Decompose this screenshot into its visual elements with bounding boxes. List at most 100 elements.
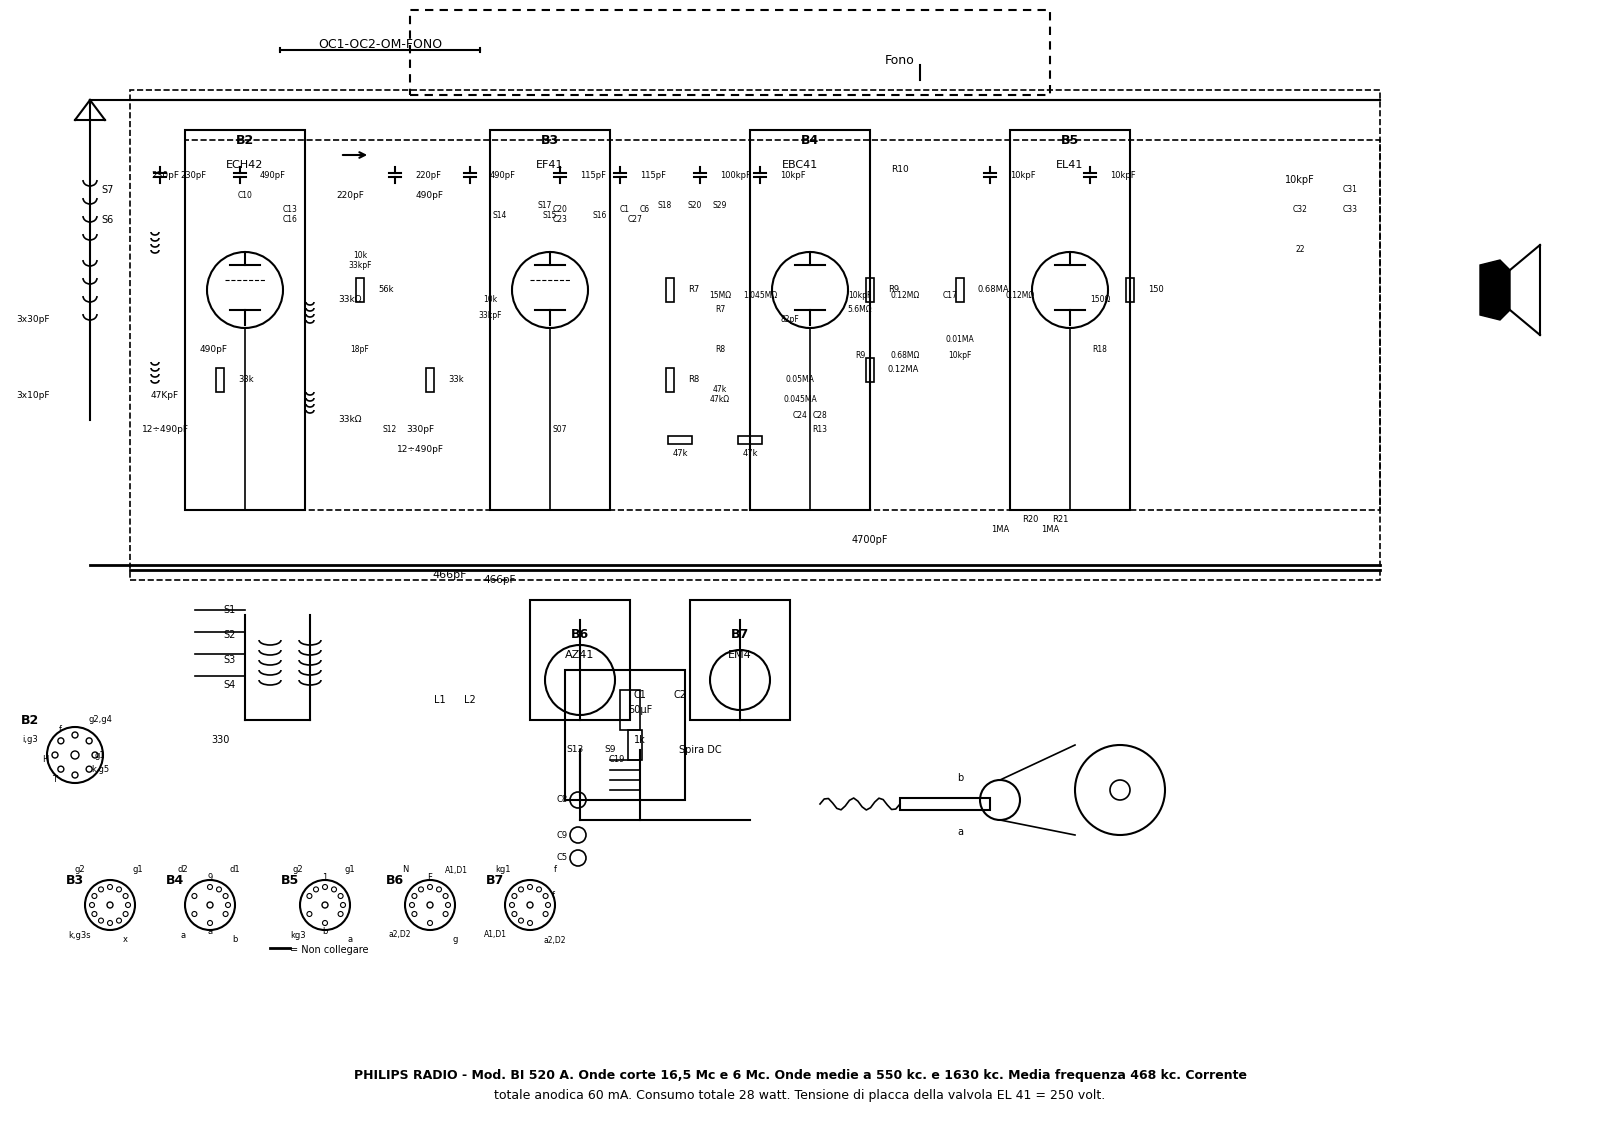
Bar: [866, 359, 874, 382]
Text: C17: C17: [942, 291, 957, 300]
Text: 1: 1: [322, 873, 328, 882]
Text: R20: R20: [1022, 516, 1038, 525]
Text: 3x10pF: 3x10pF: [16, 390, 50, 399]
Text: 10kpF: 10kpF: [1285, 175, 1315, 185]
Text: 33kpF: 33kpF: [349, 260, 371, 269]
Text: g2,g4: g2,g4: [88, 716, 112, 725]
Text: 1MA: 1MA: [990, 526, 1010, 535]
Text: 18pF: 18pF: [350, 345, 370, 354]
Text: k,g3s: k,g3s: [69, 931, 91, 940]
Text: C5: C5: [557, 854, 568, 863]
Text: g: g: [453, 935, 458, 944]
Text: H: H: [42, 756, 48, 765]
Text: C33: C33: [1342, 206, 1357, 215]
Text: 230pF: 230pF: [179, 171, 206, 180]
Bar: [1126, 278, 1134, 302]
Bar: [899, 798, 990, 810]
Text: 56k: 56k: [378, 285, 394, 294]
Bar: [490, 130, 610, 510]
Text: C20: C20: [552, 206, 568, 215]
Text: 4700pF: 4700pF: [851, 535, 888, 545]
Text: 47k: 47k: [714, 386, 726, 395]
Text: a: a: [957, 827, 963, 837]
Text: R9: R9: [854, 351, 866, 360]
Text: 330pF: 330pF: [406, 425, 434, 434]
Text: B6: B6: [571, 629, 589, 641]
Text: 220pF: 220pF: [336, 190, 363, 199]
Text: 10kpF: 10kpF: [781, 171, 806, 180]
Bar: [866, 278, 874, 302]
Text: R7: R7: [688, 285, 699, 294]
Text: 115pF: 115pF: [579, 171, 606, 180]
Text: EF41: EF41: [536, 159, 563, 170]
Text: 1k: 1k: [634, 735, 646, 745]
Text: g1: g1: [94, 751, 106, 760]
Text: 50μF: 50μF: [627, 705, 653, 715]
Text: R7: R7: [715, 305, 725, 314]
Bar: [186, 140, 1379, 510]
Bar: [426, 368, 434, 392]
Text: 33kpF: 33kpF: [478, 311, 502, 319]
Bar: [530, 601, 630, 720]
Text: C1: C1: [621, 206, 630, 215]
Text: a2,D2: a2,D2: [389, 931, 411, 940]
Text: 15MΩ: 15MΩ: [709, 291, 731, 300]
Text: S9: S9: [605, 745, 616, 754]
Text: C19: C19: [610, 756, 626, 765]
Text: 490pF: 490pF: [200, 345, 229, 354]
Text: C32: C32: [1293, 206, 1307, 215]
Bar: [130, 90, 1379, 580]
Text: 1MA: 1MA: [1042, 526, 1059, 535]
Text: 47kΩ: 47kΩ: [710, 396, 730, 405]
Text: 490pF: 490pF: [490, 171, 515, 180]
Bar: [186, 130, 306, 510]
Text: T: T: [53, 776, 58, 785]
Text: S07: S07: [552, 425, 568, 434]
Text: R10: R10: [891, 165, 909, 174]
Text: B7: B7: [486, 873, 504, 887]
Text: C13: C13: [283, 206, 298, 215]
Text: = Non collegare: = Non collegare: [290, 946, 368, 955]
Text: 82pF: 82pF: [781, 316, 800, 325]
Text: 12÷490pF: 12÷490pF: [141, 425, 189, 434]
Text: S1: S1: [224, 605, 237, 615]
Bar: [627, 729, 642, 760]
Bar: [666, 368, 674, 392]
Text: 10kpF: 10kpF: [1010, 171, 1035, 180]
Text: 10k: 10k: [483, 295, 498, 304]
Text: 0.01MA: 0.01MA: [946, 336, 974, 345]
Text: 220pF: 220pF: [414, 171, 442, 180]
Text: 10k: 10k: [354, 250, 366, 259]
Text: L2: L2: [464, 696, 475, 705]
Text: A1,D1: A1,D1: [483, 931, 507, 940]
Text: i,g3: i,g3: [22, 735, 38, 744]
Text: 47k: 47k: [742, 449, 758, 458]
Text: C2: C2: [674, 690, 686, 700]
Text: S14: S14: [493, 210, 507, 219]
Text: C27: C27: [627, 216, 643, 224]
Text: g2: g2: [293, 865, 304, 874]
Text: Fono: Fono: [885, 53, 915, 67]
Text: S15: S15: [542, 210, 557, 219]
Text: 10kpF: 10kpF: [949, 351, 971, 360]
Text: S12: S12: [382, 425, 397, 434]
Text: d1: d1: [230, 865, 240, 874]
Text: R8: R8: [715, 345, 725, 354]
Text: R21: R21: [1051, 516, 1069, 525]
Text: a: a: [347, 935, 352, 944]
Text: 47k: 47k: [672, 449, 688, 458]
Text: Spira DC: Spira DC: [678, 745, 722, 756]
Text: ECH42: ECH42: [226, 159, 264, 170]
Circle shape: [70, 751, 78, 759]
Text: 0.045MA: 0.045MA: [782, 396, 818, 405]
Text: totale anodica 60 mA. Consumo totale 28 watt. Tensione di placca della valvola E: totale anodica 60 mA. Consumo totale 28 …: [494, 1088, 1106, 1102]
Text: 230pF: 230pF: [150, 171, 179, 180]
Text: F: F: [427, 873, 432, 882]
Text: N: N: [402, 865, 408, 874]
Text: 150: 150: [1149, 285, 1163, 294]
Text: 10kpF: 10kpF: [1110, 171, 1136, 180]
Text: L1: L1: [434, 696, 446, 705]
Bar: [750, 130, 870, 510]
Text: B6: B6: [386, 873, 405, 887]
Text: PHILIPS RADIO - Mod. BI 520 A. Onde corte 16,5 Mc e 6 Mc. Onde medie a 550 kc. e: PHILIPS RADIO - Mod. BI 520 A. Onde cort…: [354, 1069, 1246, 1081]
